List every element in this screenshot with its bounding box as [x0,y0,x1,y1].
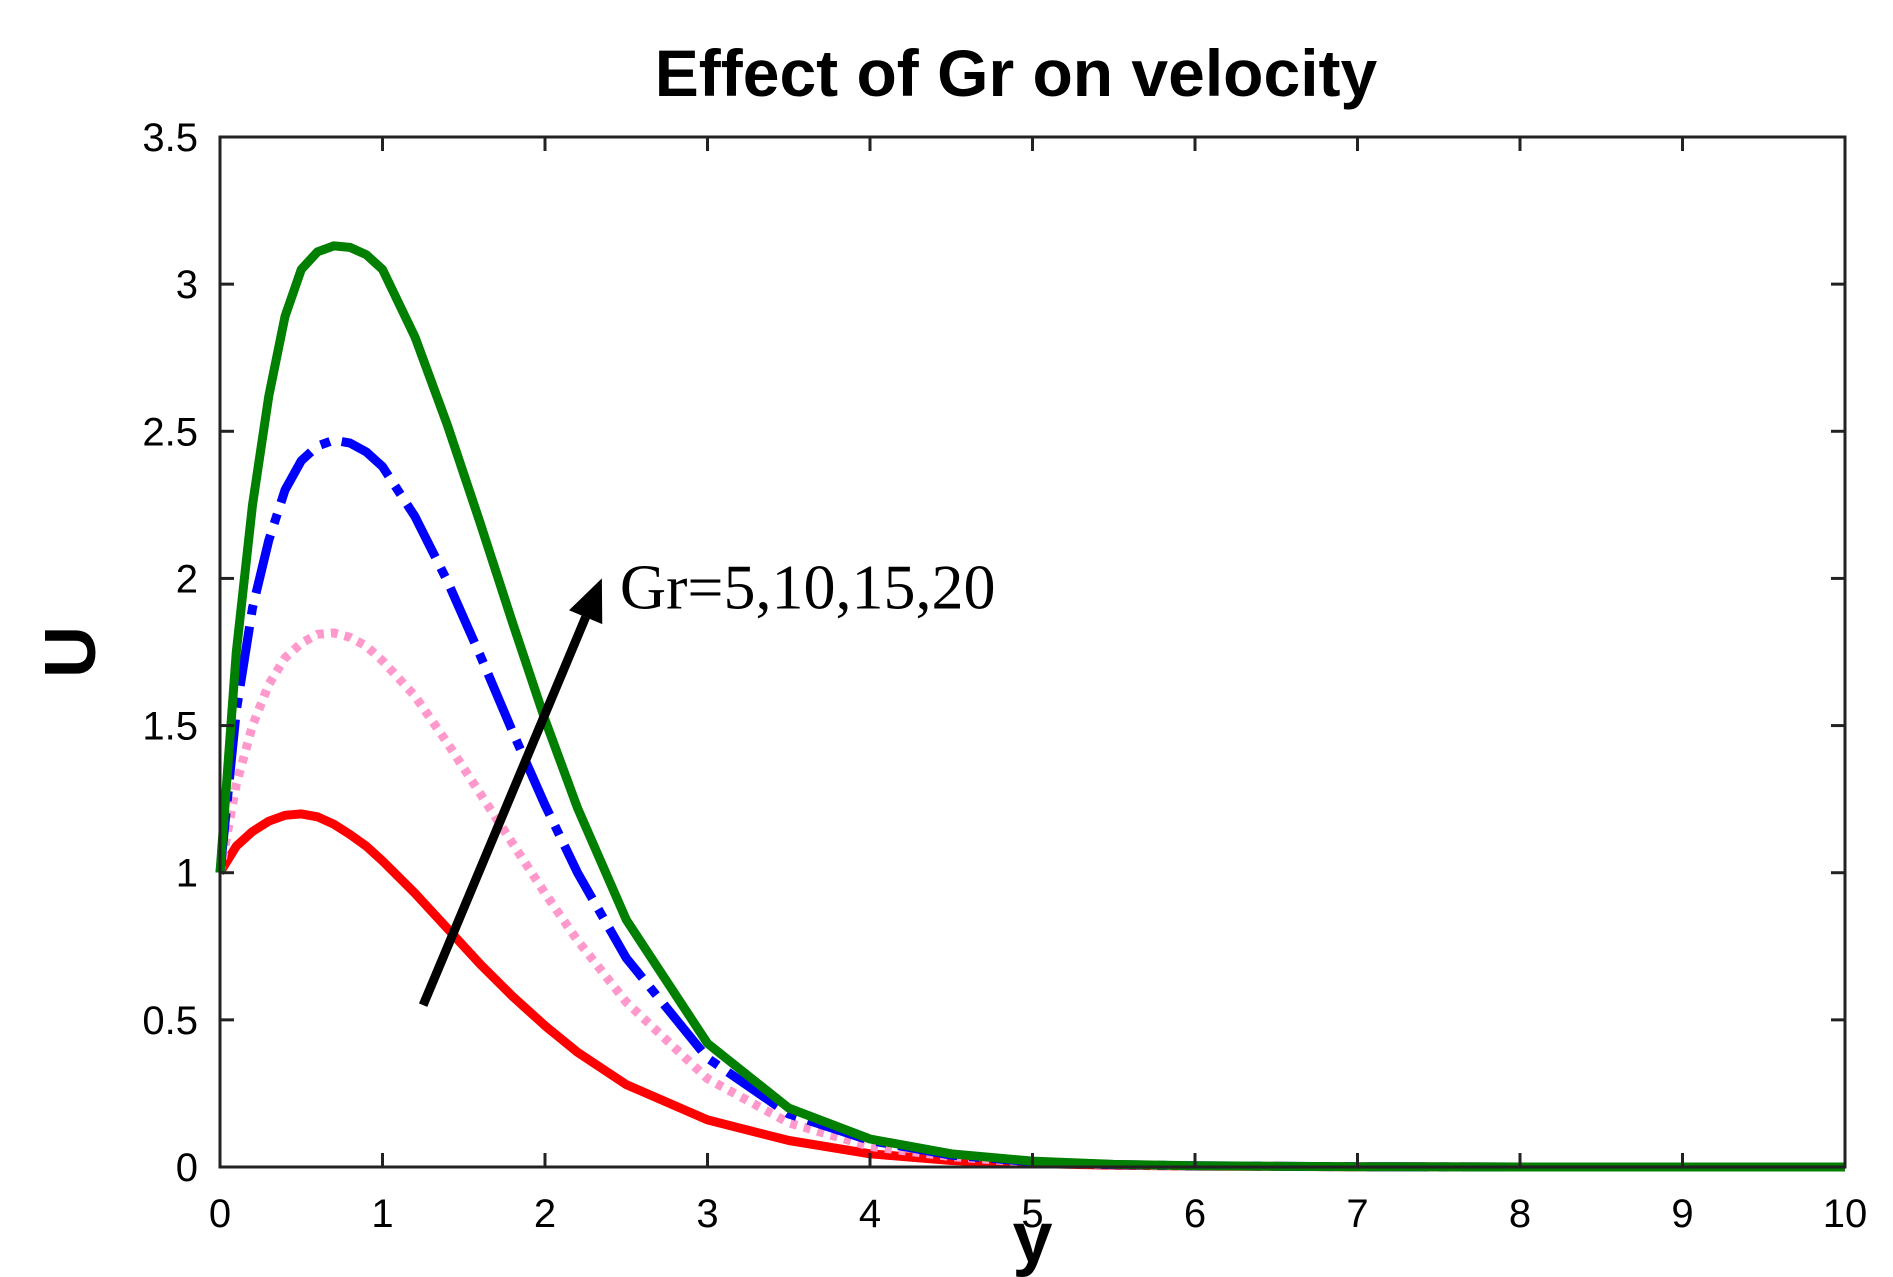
series-layer [215,241,1845,1172]
series-line-gr-15 [215,435,1845,1172]
series-line-gr-20 [215,241,1845,1172]
x-tick-label: 5 [1021,1192,1043,1236]
series-line-gr-5 [216,809,1845,1172]
x-tick-label: 2 [534,1192,556,1236]
y-tick-label: 3 [176,263,198,307]
annotation-arrowhead [569,578,603,625]
ticks-layer: 0 1 2 3 4 5 6 7 8 9 10 0 0.5 1 1.5 2 2.5 3 3.5 [142,116,1867,1236]
annotation-arrow [418,615,590,1007]
y-tick-label: 2.5 [142,410,198,454]
annotation-text: Gr=5,10,15,20 [620,551,996,622]
x-tick-label: 1 [371,1192,393,1236]
x-axis-label: y [1012,1198,1052,1277]
annotation-layer: Gr=5,10,15,20 [418,551,996,1007]
plot-frame [218,135,1847,1169]
x-tick-label: 8 [1509,1192,1531,1236]
y-tick-label: 0.5 [142,999,198,1043]
y-axis-label: U [31,626,111,678]
x-tick-label: 6 [1184,1192,1206,1236]
y-tick-label: 2 [176,557,198,601]
x-tick-label: 10 [1823,1192,1868,1236]
x-tick-label: 3 [696,1192,718,1236]
y-tick-label: 1.5 [142,705,198,749]
x-tick-label: 0 [209,1192,231,1236]
x-tick-label: 7 [1346,1192,1368,1236]
y-tick-label: 3.5 [142,116,198,160]
x-tick-label: 4 [859,1192,881,1236]
x-tick-label: 9 [1671,1192,1693,1236]
y-tick-label: 0 [176,1146,198,1190]
y-tick-label: 1 [176,852,198,896]
chart-title: Effect of Gr on velocity [655,36,1378,110]
